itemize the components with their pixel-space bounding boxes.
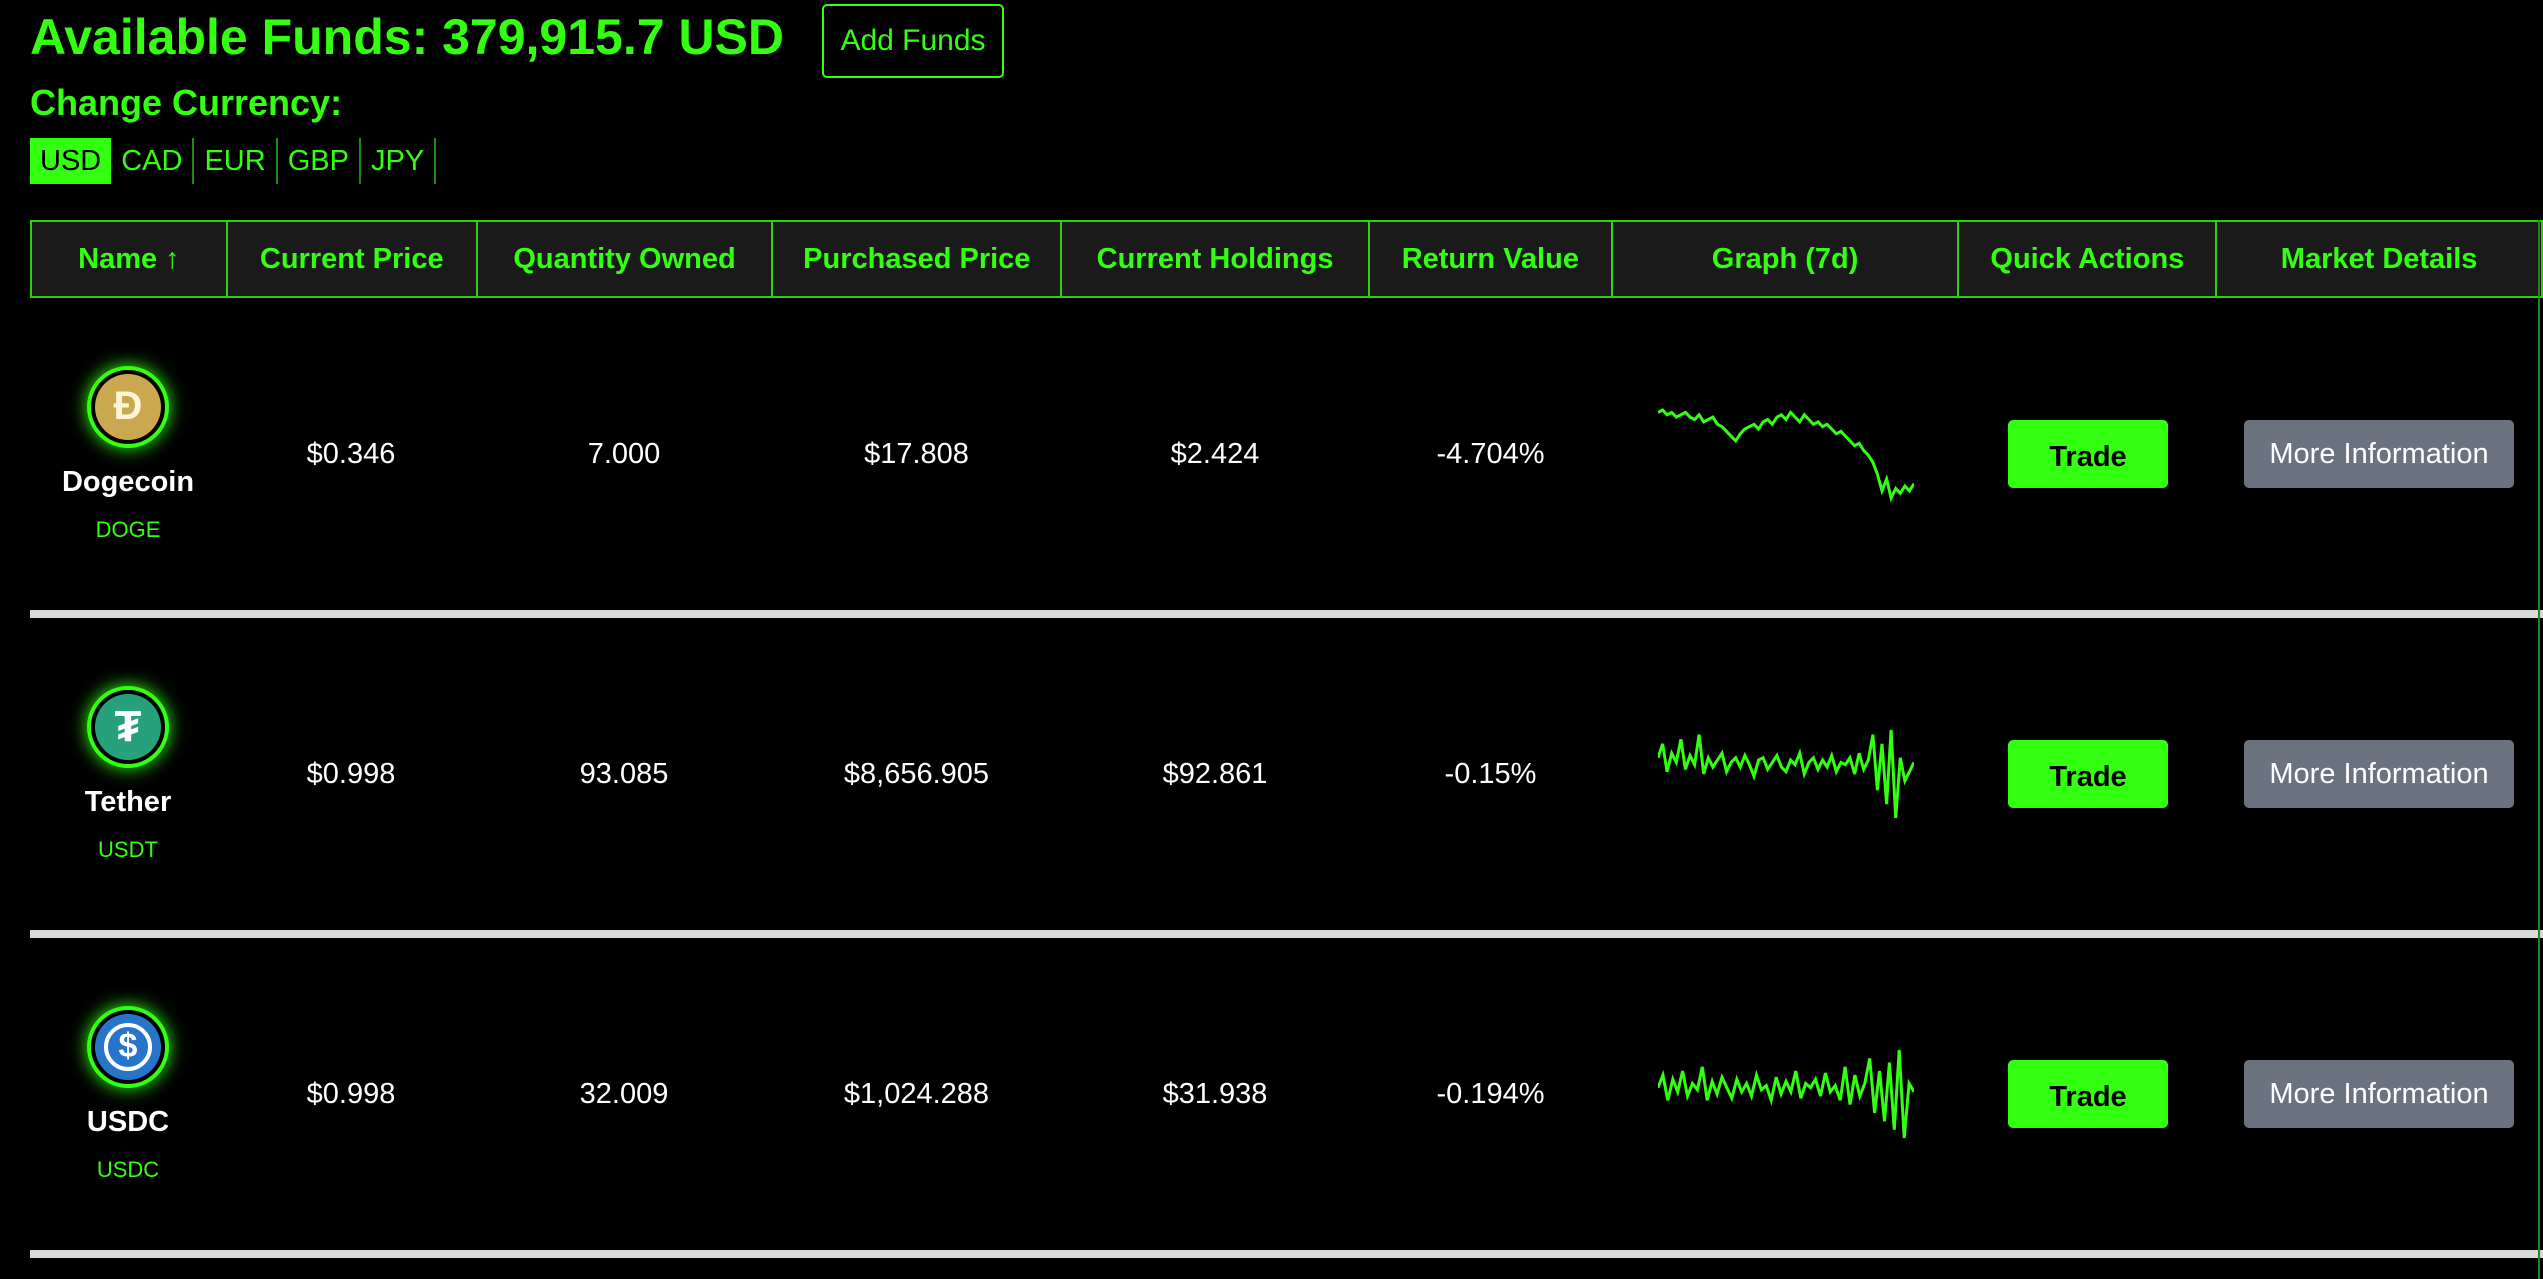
column-purchased-price[interactable]: Purchased Price <box>773 222 1063 296</box>
current-holdings: $2.424 <box>1170 437 1260 470</box>
currency-eur[interactable]: EUR <box>194 138 278 184</box>
trade-button[interactable]: Trade <box>2008 1060 2168 1128</box>
quantity-owned: 93.085 <box>579 757 669 790</box>
sparkline-line <box>1657 729 1914 819</box>
market-details-cell: More Information <box>2217 298 2541 610</box>
current-price: $0.998 <box>306 1077 396 1110</box>
currency-usd[interactable]: USD <box>30 138 112 184</box>
tether-icon: ₮ <box>87 685 169 768</box>
sparkline-chart <box>1657 408 1914 503</box>
dogecoin-icon: Ð <box>87 365 169 448</box>
quantity-owned: 7.000 <box>587 437 661 470</box>
column-return-value[interactable]: Return Value <box>1370 222 1613 296</box>
column-quick-actions: Quick Actions <box>1959 222 2218 296</box>
table-row: ₮ Tether USDT $0.998 93.085 $8,656.905 $… <box>30 618 2543 938</box>
coin-symbol: USDC <box>96 1156 160 1182</box>
add-funds-button[interactable]: Add Funds <box>822 4 1004 78</box>
table-row: $ USDC USDC $0.998 32.009 $1,024.288 $31… <box>30 938 2543 1258</box>
purchased-price: $8,656.905 <box>843 757 990 790</box>
coin-name: USDC <box>86 1105 170 1138</box>
coin-name: Tether <box>84 785 172 818</box>
column-market-details: Market Details <box>2280 242 2478 275</box>
sparkline-chart <box>1657 729 1914 819</box>
currency-gbp[interactable]: GBP <box>278 138 361 184</box>
quick-actions-cell: Trade <box>1959 298 2217 610</box>
funds-title: Available Funds: 379,915.7 USD <box>30 9 785 65</box>
current-price: $0.998 <box>306 757 396 790</box>
coin-cell: Ð Dogecoin DOGE <box>30 298 226 610</box>
market-details-cell: More Information <box>2217 938 2541 1250</box>
market-details-cell: More Information <box>2217 618 2541 930</box>
return-value: -4.704% <box>1436 437 1545 470</box>
currency-jpy[interactable]: JPY <box>361 138 437 184</box>
more-information-button[interactable]: More Information <box>2244 1060 2514 1128</box>
column-name[interactable]: Name ↑ <box>32 222 228 296</box>
column-quantity-owned[interactable]: Quantity Owned <box>478 222 774 296</box>
trade-button[interactable]: Trade <box>2008 740 2168 808</box>
current-price: $0.346 <box>306 437 396 470</box>
sparkline-line <box>1657 408 1914 503</box>
portfolio-table: Name ↑ Current Price Quantity Owned Purc… <box>30 220 2543 1258</box>
return-value: -0.194% <box>1436 1077 1545 1110</box>
coin-cell: $ USDC USDC <box>30 938 226 1250</box>
column-graph: Graph (7d) <box>1613 222 1960 296</box>
change-currency-label: Change Currency: <box>30 82 343 123</box>
more-information-button[interactable]: More Information <box>2244 420 2514 488</box>
current-holdings: $31.938 <box>1162 1077 1268 1110</box>
currency-cad[interactable]: CAD <box>111 138 195 184</box>
coin-name: Dogecoin <box>61 465 195 498</box>
column-current-holdings[interactable]: Current Holdings <box>1062 222 1370 296</box>
quantity-owned: 32.009 <box>579 1077 669 1110</box>
return-value: -0.15% <box>1444 757 1537 790</box>
usdc-icon: $ <box>87 1005 169 1088</box>
graph-cell <box>1612 618 1959 930</box>
trade-button[interactable]: Trade <box>2008 420 2168 488</box>
graph-cell <box>1612 298 1959 610</box>
quick-actions-cell: Trade <box>1959 618 2217 930</box>
more-information-button[interactable]: More Information <box>2244 740 2514 808</box>
coin-symbol: USDT <box>98 836 158 862</box>
quick-actions-cell: Trade <box>1959 938 2217 1250</box>
purchased-price: $1,024.288 <box>843 1077 990 1110</box>
coin-cell: ₮ Tether USDT <box>30 618 226 930</box>
sparkline-chart <box>1657 1049 1914 1139</box>
current-holdings: $92.861 <box>1162 757 1268 790</box>
graph-cell <box>1612 938 1959 1250</box>
column-current-price[interactable]: Current Price <box>228 222 478 296</box>
table-header: Name ↑ Current Price Quantity Owned Purc… <box>30 220 2543 298</box>
table-row: Ð Dogecoin DOGE $0.346 7.000 $17.808 $2.… <box>30 298 2543 618</box>
scroll-edge <box>2538 220 2540 1279</box>
sparkline-line <box>1657 1049 1914 1139</box>
currency-selector: USD CAD EUR GBP JPY <box>30 138 437 184</box>
coin-symbol: DOGE <box>95 516 161 542</box>
purchased-price: $17.808 <box>864 437 969 470</box>
